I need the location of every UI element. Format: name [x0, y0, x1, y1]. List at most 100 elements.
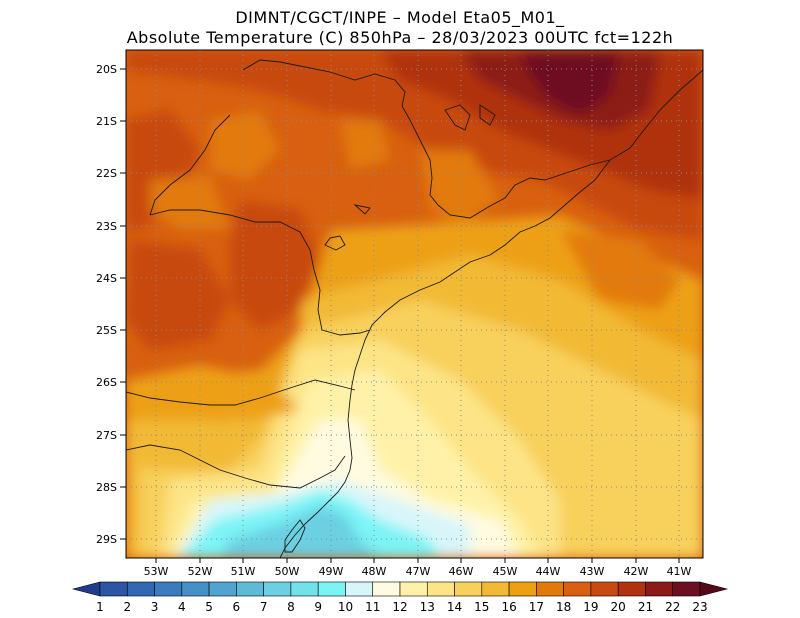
field-9	[220, 505, 380, 558]
field-18-d	[340, 120, 390, 170]
colorbar-label: 17	[529, 600, 544, 614]
colorbar-label: 23	[692, 600, 707, 614]
colorbar-label: 20	[611, 600, 626, 614]
field-20-west	[126, 240, 230, 350]
coastline	[279, 159, 611, 558]
colorbar-right-triangle	[699, 581, 729, 597]
graticule	[126, 50, 703, 558]
colorbar-label: 7	[260, 600, 268, 614]
field-18-a	[210, 110, 280, 180]
colorbar-label: 19	[583, 600, 598, 614]
lon-label: 49W	[319, 565, 344, 578]
field-20-center	[230, 200, 320, 330]
colorbar-label: 5	[205, 600, 213, 614]
reservoir-2	[353, 204, 371, 215]
lon-label: 48W	[362, 565, 387, 578]
colorbar-swatch	[536, 581, 564, 597]
colorbar-label: 10	[338, 600, 353, 614]
colorbar-label: 14	[447, 600, 462, 614]
lat-label: 24S	[96, 272, 117, 285]
temperature-field	[126, 50, 703, 558]
colorbar-swatch	[236, 581, 264, 597]
colorbar-swatch	[399, 581, 428, 597]
colorbar-swatch	[181, 581, 210, 597]
colorbar-swatch	[617, 581, 646, 597]
lon-label: 50W	[275, 565, 300, 578]
map-frame	[125, 49, 704, 559]
colorbar-swatch	[454, 581, 483, 597]
lon-label: 42W	[624, 565, 649, 578]
reservoir-4	[479, 104, 496, 126]
colorbar-swatch	[126, 581, 155, 597]
lat-label: 27S	[96, 429, 117, 442]
lon-label: 51W	[231, 565, 256, 578]
lon-label: 52W	[188, 565, 213, 578]
colorbar-label: 11	[365, 600, 380, 614]
colorbar-label: 2	[123, 600, 131, 614]
lon-label: 46W	[449, 565, 474, 578]
colorbar-swatch	[481, 581, 510, 597]
colorbar-swatch	[317, 581, 346, 597]
lat-label: 26S	[96, 376, 117, 389]
colorbar-label: 9	[314, 600, 322, 614]
field-18-e	[560, 230, 680, 310]
colorbar-swatch	[208, 581, 237, 597]
lagoon	[284, 519, 306, 553]
field-23	[520, 50, 620, 115]
colorbar-swatch	[290, 581, 319, 597]
latitude-axis: 20S 21S 22S 23S 24S 25S 26S 27S 28S 29S	[96, 63, 126, 546]
colorbar-swatch	[372, 581, 401, 597]
lat-label: 29S	[96, 533, 117, 546]
colorbar-swatch	[345, 581, 374, 597]
state-border-pr-sc-2	[126, 379, 356, 406]
lat-label: 28S	[96, 481, 117, 494]
colorbar-label: 21	[638, 600, 653, 614]
lon-label: 44W	[536, 565, 561, 578]
lon-label: 43W	[580, 565, 605, 578]
colorbar-swatch	[508, 581, 537, 597]
colorbar-label: 4	[178, 600, 186, 614]
lat-label: 23S	[96, 220, 117, 233]
colorbar-swatch	[672, 581, 701, 597]
lon-label: 41W	[667, 565, 692, 578]
lon-label: 53W	[144, 565, 169, 578]
state-border-sc-rs	[126, 444, 346, 489]
colorbar-label: 15	[474, 600, 489, 614]
field-20-nw	[126, 110, 200, 230]
state-border-pr-sc	[317, 309, 371, 336]
colorbar-swatch	[154, 581, 183, 597]
colorbar-swatch	[426, 581, 455, 597]
colorbar-swatch	[590, 581, 619, 597]
lat-label: 21S	[96, 115, 117, 128]
colorbar-label: 1	[96, 600, 104, 614]
chart-title-line1: DIMNT/CGCT/INPE – Model Eta05_M01_	[235, 8, 565, 27]
state-border-mg-sp	[242, 59, 703, 219]
colorbar-label: 8	[287, 600, 295, 614]
colorbar-label: 22	[665, 600, 680, 614]
colorbar-swatch	[99, 581, 128, 597]
colorbar-label: 16	[501, 600, 516, 614]
colorbar-label: 3	[151, 600, 159, 614]
reservoir-3	[444, 104, 471, 131]
field-17-west	[126, 365, 300, 420]
state-border-ms-sp	[149, 114, 231, 216]
colorbar-swatch	[563, 581, 592, 597]
lon-label: 47W	[406, 565, 431, 578]
colorbar-label: 6	[233, 600, 241, 614]
colorbar: 1 2 3 4 5 6 7 8 9 10 11 12 13 14 15 16 17 18 19 20 21 22 23	[71, 581, 729, 614]
coastline-and-borders	[126, 59, 703, 558]
chart-title-line2: Absolute Temperature (C) 850hPa – 28/03/…	[126, 28, 674, 47]
lon-label: 45W	[493, 565, 518, 578]
colorbar-left-triangle	[71, 581, 101, 597]
lat-label: 20S	[96, 63, 117, 76]
field-16-west	[126, 420, 260, 470]
reservoir-1	[324, 235, 346, 251]
longitude-axis: 53W 52W 51W 50W 49W 48W 47W 46W 45W 44W …	[144, 558, 692, 578]
colorbar-label: 18	[556, 600, 571, 614]
colorbar-swatch	[645, 581, 674, 597]
state-border-pr-north	[149, 209, 321, 311]
colorbar-label: 13	[420, 600, 435, 614]
lat-label: 22S	[96, 167, 117, 180]
field-18-b	[150, 175, 230, 230]
